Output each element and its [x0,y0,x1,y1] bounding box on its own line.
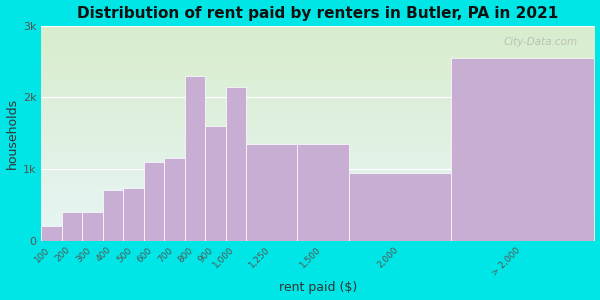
Bar [298,144,349,241]
Bar [123,188,143,241]
Text: City-Data.com: City-Data.com [504,37,578,46]
Bar [226,87,246,241]
Bar [82,212,103,241]
Bar [164,158,185,241]
Bar [185,76,205,241]
Bar [205,126,226,241]
Bar [41,226,62,241]
Bar [103,190,123,241]
Bar [349,172,451,241]
X-axis label: rent paid ($): rent paid ($) [279,281,357,294]
Bar [143,162,164,241]
Bar [246,144,298,241]
Bar [451,58,595,241]
Title: Distribution of rent paid by renters in Butler, PA in 2021: Distribution of rent paid by renters in … [77,6,559,21]
Bar [62,212,82,241]
Y-axis label: households: households [5,98,19,169]
